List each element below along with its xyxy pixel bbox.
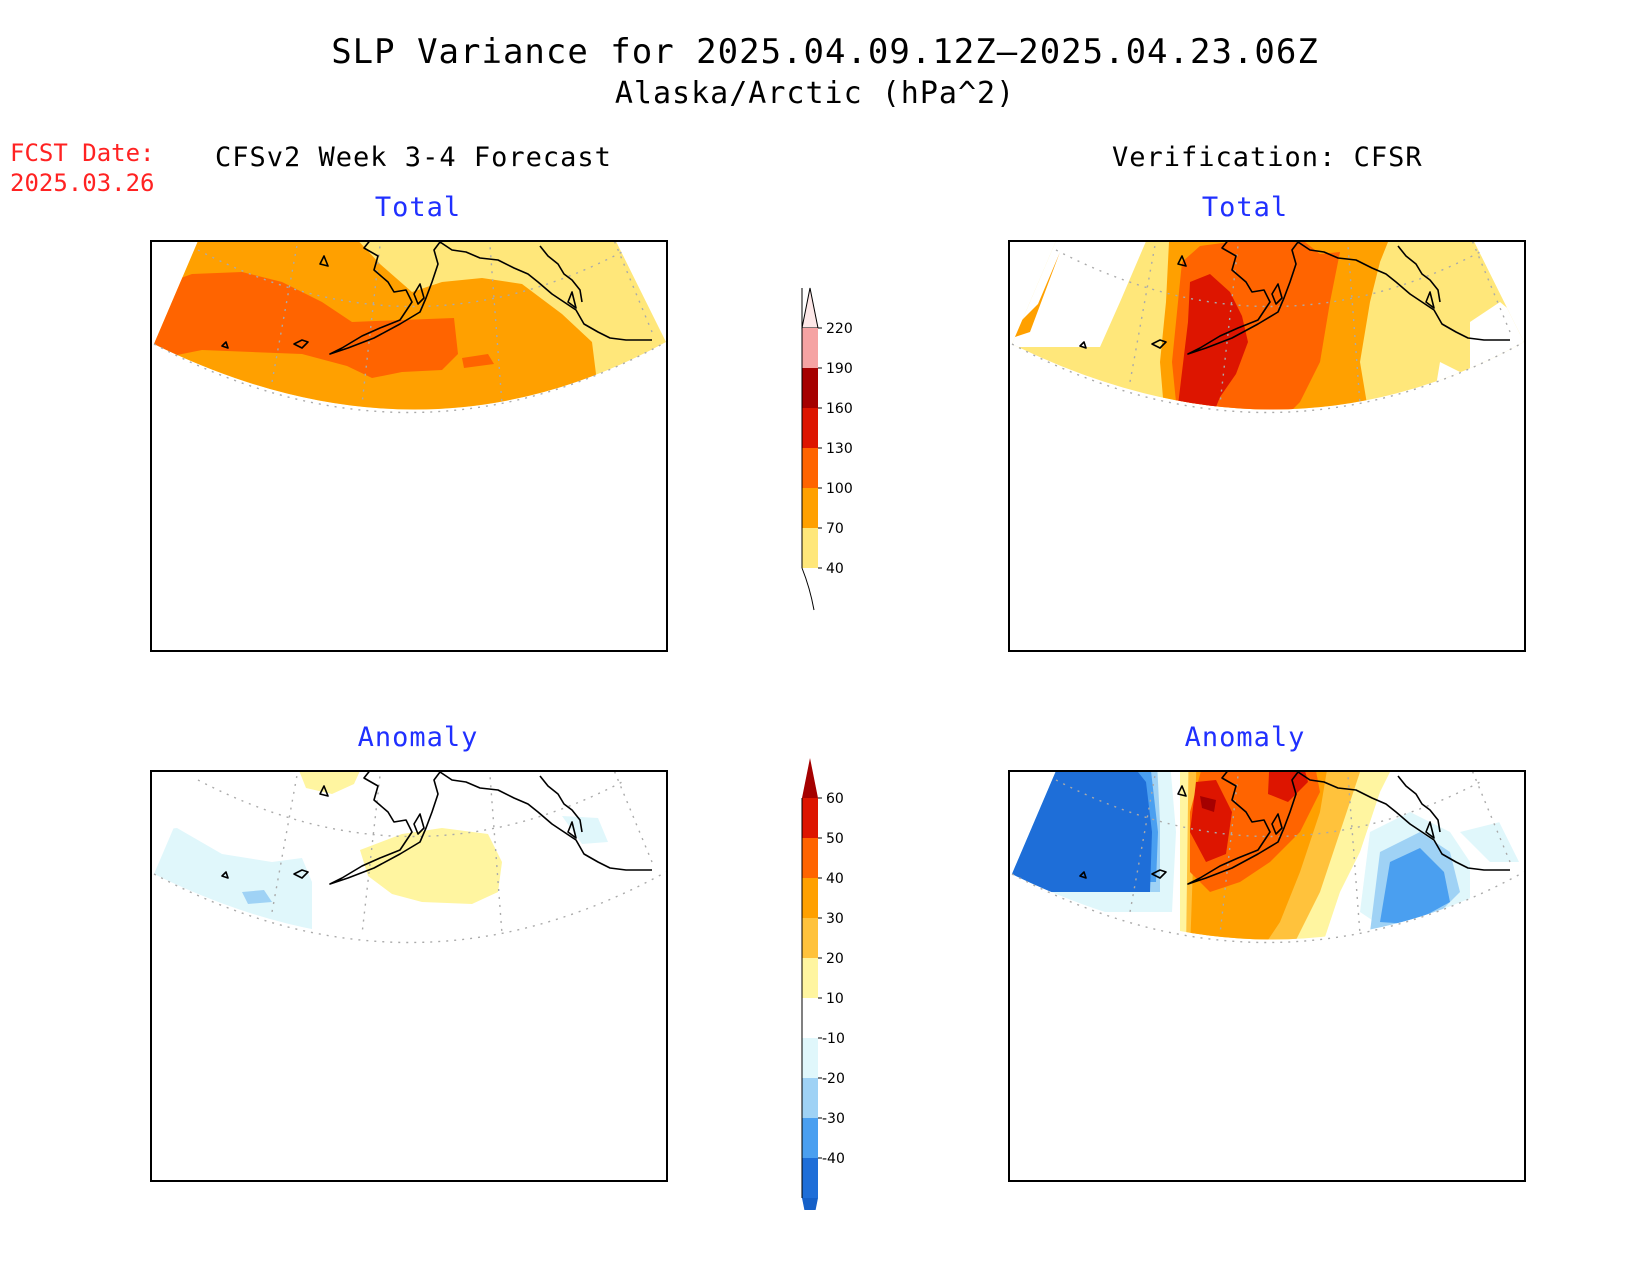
colorbar-label: 40 [826, 871, 844, 887]
colorbar-swatch [802, 918, 818, 958]
colorbar-swatch [802, 368, 818, 408]
anomaly-colorbar: 60 50 40 30 20 10 -10 -20 -30 -40 [801, 758, 845, 1210]
colorbar-label: -40 [822, 1151, 845, 1167]
colorbar-top-arrow [802, 758, 818, 798]
colorbar-label: -30 [822, 1111, 845, 1127]
verification-anomaly-title: Anomaly [1184, 722, 1306, 753]
colorbar-swatch [802, 528, 818, 568]
colorbar-top-arrow [801, 287, 819, 329]
verification-anomaly-map [1008, 770, 1526, 1182]
forecast-column-heading: CFSv2 Week 3-4 Forecast [215, 142, 612, 173]
verification-column-heading: Verification: CFSR [1112, 142, 1423, 173]
colorbar-label: -10 [822, 1031, 845, 1047]
colorbar-label: 20 [826, 951, 844, 967]
forecast-total-title: Total [374, 192, 462, 223]
colorbar-swatch [802, 1158, 818, 1198]
verification-total-map [1008, 240, 1526, 652]
colorbar-label: 220 [826, 321, 853, 337]
colorbar-label: 130 [826, 441, 853, 457]
colorbar-label: 70 [826, 521, 844, 537]
colorbar-swatch [802, 488, 818, 528]
colorbar-swatch [802, 998, 818, 1038]
colorbar-label: 30 [826, 911, 844, 927]
forecast-date: FCST Date: 2025.03.26 [10, 139, 155, 197]
colorbar-swatch [802, 448, 818, 488]
colorbar-swatch [802, 878, 818, 918]
colorbar-swatch [802, 408, 818, 448]
colorbar-swatch [802, 328, 818, 368]
forecast-total-map [150, 240, 668, 652]
map-subtitle: Alaska/Arctic (hPa^2) [614, 76, 1016, 111]
colorbar-label: 40 [826, 561, 844, 577]
map-title: SLP Variance for 2025.04.09.12Z—2025.04.… [331, 32, 1319, 72]
forecast-anomaly-map [150, 770, 668, 1182]
forecast-anomaly-title: Anomaly [357, 722, 479, 753]
colorbar-swatch [802, 798, 818, 838]
colorbar-swatch [802, 1078, 818, 1118]
total-colorbar: 220 190 160 130 100 70 40 [801, 287, 853, 611]
colorbar-bottom-arrow [802, 1198, 818, 1210]
colorbar-label: 60 [826, 791, 844, 807]
colorbar-swatch [802, 838, 818, 878]
colorbar-label: 10 [826, 991, 844, 1007]
colorbar-label: 100 [826, 481, 853, 497]
colorbar-label: -20 [822, 1071, 845, 1087]
colorbar-swatch [802, 1038, 818, 1078]
verification-total-title: Total [1201, 192, 1289, 223]
colorbar-bottom-end [801, 567, 815, 611]
colorbar-swatch [802, 1118, 818, 1158]
colorbar-label: 190 [826, 361, 853, 377]
colorbar-label: 160 [826, 401, 853, 417]
colorbar-swatch [802, 958, 818, 998]
colorbar-label: 50 [826, 831, 844, 847]
